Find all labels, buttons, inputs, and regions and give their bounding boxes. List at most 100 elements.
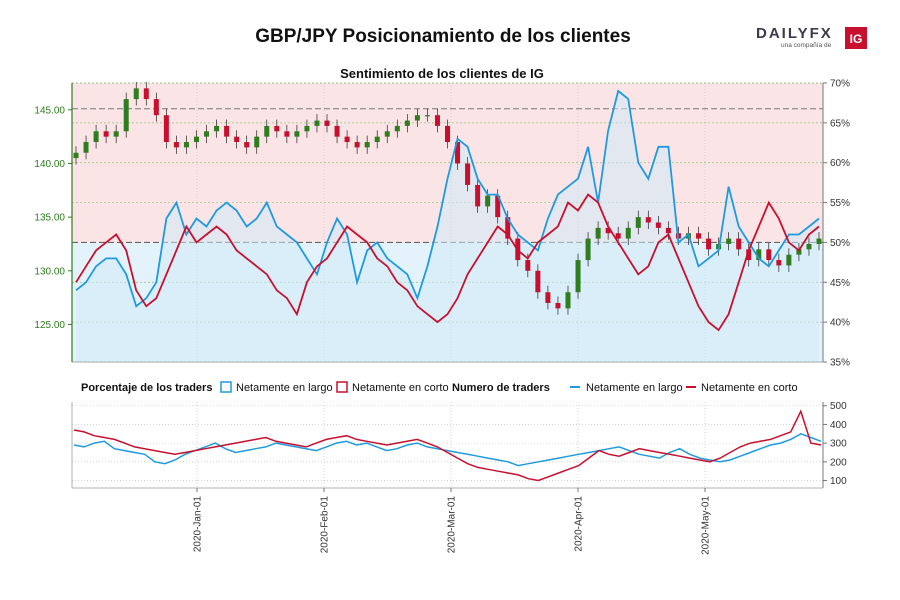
candle-body xyxy=(234,136,240,143)
sub-right-tick-label: 300 xyxy=(830,439,847,450)
candle-body xyxy=(344,136,350,143)
candle-body xyxy=(776,260,782,266)
candle-body xyxy=(224,125,230,137)
candle-body xyxy=(756,249,762,261)
candle-body xyxy=(294,131,300,137)
candle-body xyxy=(204,131,210,137)
legend-pct-short: Netamente en corto xyxy=(352,382,449,394)
candle-body xyxy=(786,254,792,266)
right-tick-label: 35% xyxy=(830,358,850,369)
candle-body xyxy=(374,136,380,143)
short-pct-line xyxy=(75,193,820,332)
legend-num-title: Numero de traders xyxy=(452,382,550,394)
right-tick-label: 70% xyxy=(830,79,850,90)
candle-body xyxy=(93,131,99,143)
candle-body xyxy=(324,120,330,126)
candle-body xyxy=(585,238,591,261)
candle-body xyxy=(424,115,430,117)
traders-short-line xyxy=(73,409,822,482)
candle-body xyxy=(354,142,360,148)
candle-body xyxy=(475,184,481,207)
logo-brand: DAILYFX xyxy=(756,25,833,42)
candle-body xyxy=(575,260,581,293)
candle-body xyxy=(545,292,551,303)
candle-body xyxy=(274,125,280,132)
candle-body xyxy=(595,227,601,239)
sub-right-tick-label: 100 xyxy=(830,476,847,487)
candle-body xyxy=(455,142,461,164)
candle-body xyxy=(806,243,812,250)
candle-body xyxy=(153,99,159,116)
legend-num-short: Netamente en corto xyxy=(701,382,798,394)
candle-body xyxy=(645,217,651,223)
candle-body xyxy=(565,292,571,309)
x-tick-label: 2020-Feb-01 xyxy=(320,496,331,554)
logo-tagline: una compañía de xyxy=(781,42,832,49)
candle-body xyxy=(334,125,340,137)
candle-body xyxy=(706,238,712,250)
candle-body xyxy=(244,142,250,148)
legend-pct-long-swatch xyxy=(220,381,232,393)
candle-body xyxy=(83,142,89,153)
candle-body xyxy=(193,136,199,143)
sub-right-tick-label: 400 xyxy=(830,420,847,431)
traders-chart-grid xyxy=(72,402,823,488)
candle-body xyxy=(525,260,531,271)
candle-body xyxy=(394,125,400,132)
main-chart-areas xyxy=(76,91,819,362)
candle-body xyxy=(746,249,752,261)
candle-body xyxy=(665,227,671,234)
ig-badge-box xyxy=(845,27,867,49)
candle-body xyxy=(635,217,641,228)
candle-body xyxy=(143,88,149,100)
candle-body xyxy=(444,125,451,143)
main-chart-axes: 125.00 130.00 135.00 140.00 145.00 35% 40% 45% 5… xyxy=(34,79,850,369)
sub-right-tick-label: 200 xyxy=(830,457,847,468)
traders-lines xyxy=(73,409,822,482)
main-chart-subtitle: Sentimiento de los clientes de IG xyxy=(340,66,544,81)
candle-body xyxy=(615,233,621,239)
candle-body xyxy=(605,227,611,234)
candle-body xyxy=(183,142,189,148)
right-tick-label: 60% xyxy=(830,158,850,169)
left-tick-label: 140.00 xyxy=(34,159,65,170)
sentiment-lines xyxy=(75,89,820,332)
candle-body xyxy=(163,115,169,143)
long-pct-area xyxy=(76,91,819,362)
candle-body xyxy=(214,125,220,132)
candle-body xyxy=(113,131,119,137)
candle-body xyxy=(555,302,561,309)
x-tick-label: 2020-Mar-01 xyxy=(447,496,458,554)
candle-body xyxy=(736,238,742,250)
right-tick-label: 50% xyxy=(830,238,850,249)
candle-body xyxy=(314,120,320,126)
traders-long-line xyxy=(73,432,822,467)
ig-badge-text: IG xyxy=(850,32,863,46)
left-tick-label: 125.00 xyxy=(34,320,65,331)
x-tick-label: 2020-May-01 xyxy=(701,496,712,555)
candle-body xyxy=(505,217,511,239)
candle-body xyxy=(696,233,702,239)
x-tick-label: 2020-Jan-01 xyxy=(193,496,204,553)
candle-body xyxy=(485,195,491,207)
candle-body xyxy=(264,125,270,137)
legend-pct-long: Netamente en largo xyxy=(236,382,333,394)
legend-pct-title: Porcentaje de los traders xyxy=(81,382,212,394)
right-tick-label: 45% xyxy=(830,278,850,289)
candle-body xyxy=(384,131,390,137)
candle-body xyxy=(284,131,290,137)
candle-body xyxy=(625,227,631,239)
candle-body xyxy=(414,115,420,121)
candle-body xyxy=(796,249,802,255)
candle-body xyxy=(816,238,822,244)
candle-body xyxy=(535,270,541,293)
chart-title: GBP/JPY Posicionamiento de los clientes xyxy=(255,26,631,47)
candle-body xyxy=(726,238,732,244)
candle-body xyxy=(495,195,501,218)
traders-chart-axes: 100 200 300 400 500 2020-Jan-01 2020-Feb-01 202… xyxy=(71,401,847,555)
legend-num-long: Netamente en largo xyxy=(586,382,683,394)
x-tick-label: 2020-Apr-01 xyxy=(574,496,585,552)
candle-body xyxy=(404,120,410,126)
left-tick-label: 135.00 xyxy=(34,213,65,224)
